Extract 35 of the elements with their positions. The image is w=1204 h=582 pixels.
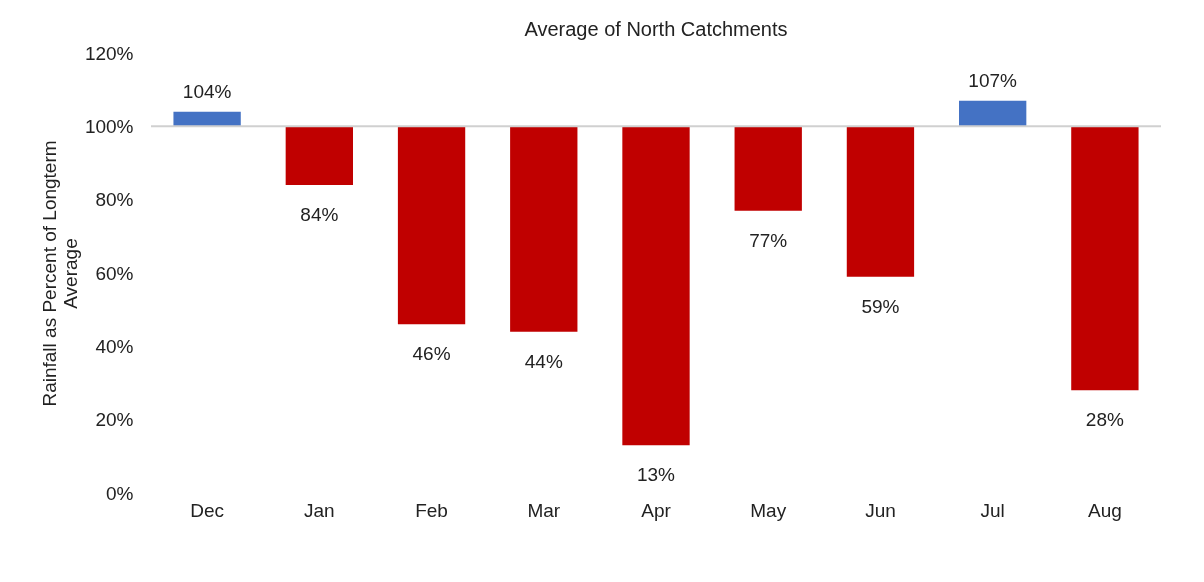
- bar: [846, 126, 915, 277]
- x-tick-label: Jul: [980, 499, 1005, 521]
- data-label: 84%: [300, 204, 339, 225]
- bar: [622, 126, 690, 446]
- chart-title: Average of North Catchments: [524, 18, 788, 40]
- data-label: 77%: [749, 229, 788, 251]
- y-tick-label: 60%: [95, 262, 134, 284]
- data-label: 59%: [861, 295, 900, 317]
- data-label: 104%: [182, 80, 232, 102]
- data-label: 107%: [968, 69, 1018, 91]
- data-label: 46%: [412, 343, 451, 365]
- bar: [734, 126, 802, 211]
- x-tick-label: Aug: [1087, 499, 1122, 521]
- data-label: 28%: [1085, 409, 1125, 431]
- x-tick-label: Jun: [865, 499, 896, 521]
- bar: [510, 126, 578, 332]
- bar: [959, 100, 1027, 127]
- bar: [397, 126, 466, 325]
- x-tick-label: Jan: [304, 499, 335, 521]
- x-tick-label: Feb: [415, 499, 448, 521]
- y-tick-label: 100%: [84, 115, 134, 137]
- bar: [1071, 126, 1139, 391]
- x-tick-label: Apr: [641, 499, 672, 521]
- y-tick-label: 20%: [95, 409, 134, 431]
- x-tick-label: Mar: [527, 499, 561, 521]
- x-tick-label: May: [750, 499, 787, 521]
- x-tick-label: Dec: [190, 499, 225, 521]
- y-tick-label: 0%: [106, 482, 134, 504]
- y-tick-label: 120%: [84, 42, 134, 64]
- bar: [285, 126, 353, 185]
- y-axis-title: Rainfall as Percent of Longterm Average: [38, 140, 81, 407]
- y-tick-label: 40%: [95, 335, 134, 357]
- data-label: 13%: [636, 464, 676, 486]
- y-tick-label: 80%: [95, 189, 134, 211]
- data-label: 44%: [524, 350, 563, 372]
